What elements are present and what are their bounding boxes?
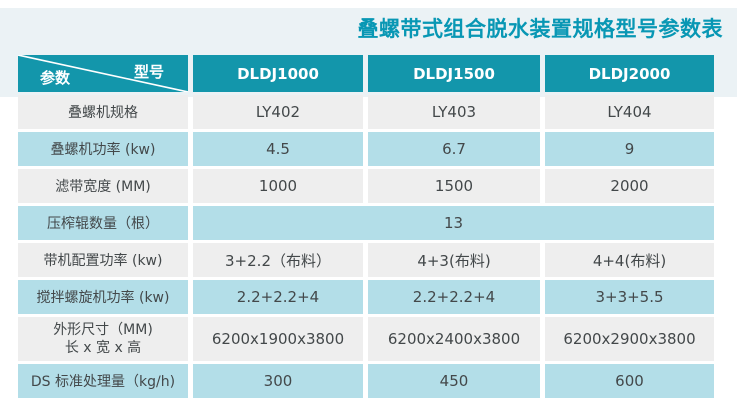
corner-model-label: 型号 xyxy=(133,63,164,81)
diagonal-divider-line xyxy=(18,55,188,92)
dimensions-label-line2: 长 x 宽 x 高 xyxy=(64,340,142,356)
table-cell: LY403 xyxy=(368,95,540,129)
row-label-screw-spec: 叠螺机规格 xyxy=(18,95,188,129)
table-cell: 600 xyxy=(545,364,714,398)
row-label-belt-width: 滤带宽度 (MM) xyxy=(18,169,188,203)
table-cell: 3+2.2（布料） xyxy=(193,243,363,277)
table-cell-merged: 13 xyxy=(193,206,714,240)
table-cell: 3+3+5.5 xyxy=(545,280,714,314)
column-header-dldj1000: DLDJ1000 xyxy=(193,55,363,92)
table-cell: 6200x1900x3800 xyxy=(193,317,363,361)
table-cell: 9 xyxy=(545,132,714,166)
row-label-ds-throughput: DS 标准处理量（kg/h) xyxy=(18,364,188,398)
table-cell: 4+3(布料) xyxy=(368,243,540,277)
table-cell: LY404 xyxy=(545,95,714,129)
corner-param-label: 参数 xyxy=(40,69,71,87)
table-cell: 6200x2400x3800 xyxy=(368,317,540,361)
row-label-belt-machine-power: 带机配置功率 (kw) xyxy=(18,243,188,277)
table-cell: 300 xyxy=(193,364,363,398)
row-label-screw-power: 叠螺机功率 (kw) xyxy=(18,132,188,166)
column-header-dldj1500: DLDJ1500 xyxy=(368,55,540,92)
table-cell: 2.2+2.2+4 xyxy=(368,280,540,314)
table-cell: 4+4(布料) xyxy=(545,243,714,277)
table-corner-cell: 参数 型号 xyxy=(18,55,188,92)
table-cell: 4.5 xyxy=(193,132,363,166)
table-cell: 1000 xyxy=(193,169,363,203)
row-label-press-roller-count: 压榨辊数量（根） xyxy=(18,206,188,240)
table-cell: 450 xyxy=(368,364,540,398)
table-cell: 6.7 xyxy=(368,132,540,166)
dimensions-label-line1: 外形尺寸（MM) xyxy=(53,321,153,338)
page-title: 叠螺带式组合脱水装置规格型号参数表 xyxy=(357,17,723,41)
row-label-mixer-screw-power: 搅拌螺旋机功率 (kw) xyxy=(18,280,188,314)
column-header-dldj2000: DLDJ2000 xyxy=(545,55,714,92)
table-cell: 2000 xyxy=(545,169,714,203)
spec-table: 参数 型号 DLDJ1000 DLDJ1500 DLDJ2000 叠螺机规格 L… xyxy=(18,55,714,398)
table-cell: 2.2+2.2+4 xyxy=(193,280,363,314)
table-cell: 1500 xyxy=(368,169,540,203)
row-label-dimensions: 外形尺寸（MM) 长 x 宽 x 高 xyxy=(18,317,188,361)
table-cell: 6200x2900x3800 xyxy=(545,317,714,361)
table-cell: LY402 xyxy=(193,95,363,129)
